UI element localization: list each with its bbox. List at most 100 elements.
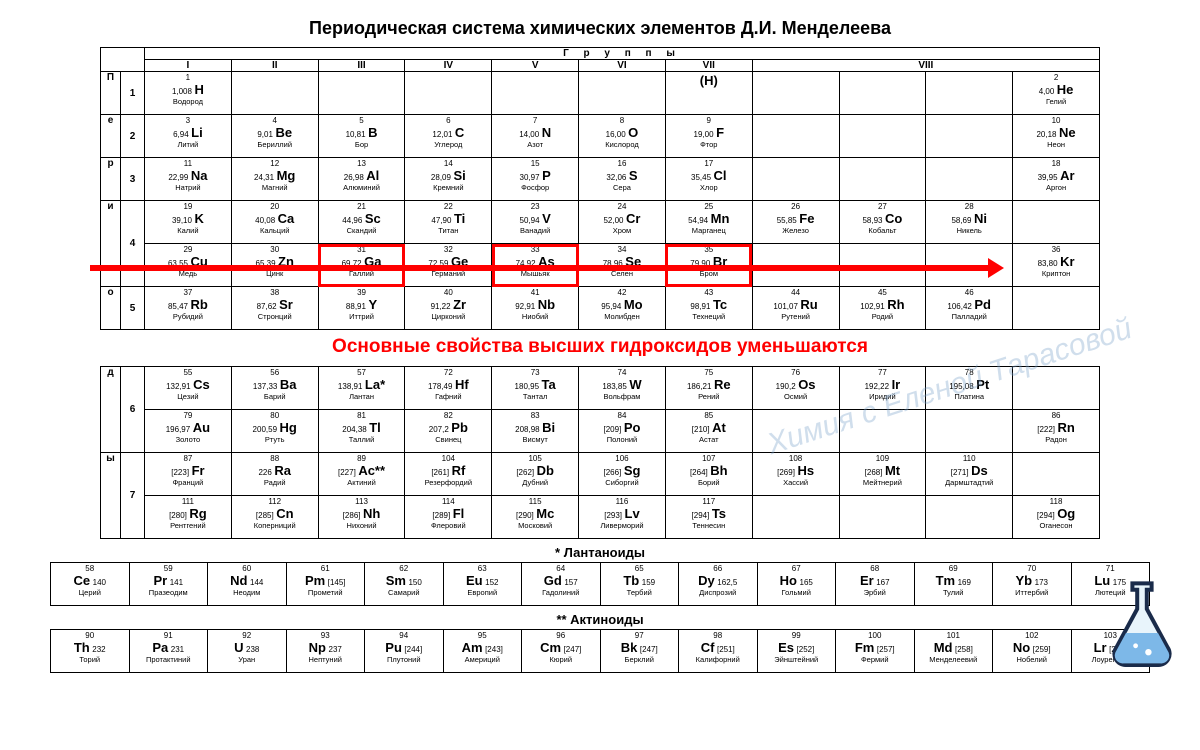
- element-cell: 4295,94 MoМолибден: [579, 287, 666, 330]
- element-cell: 1632,06 SСера: [579, 158, 666, 201]
- element-cell: 1735,45 ClХлор: [665, 158, 752, 201]
- element-cell: 919,00 FФтор: [665, 115, 752, 158]
- element-cell: 1530,97 PФосфор: [492, 158, 579, 201]
- element-cell: 65Tb 159Тербий: [600, 563, 679, 606]
- empty-cell: [839, 496, 926, 539]
- element-cell: 1224,31 MgМагний: [231, 158, 318, 201]
- group-header: VIII: [752, 60, 1099, 72]
- element-cell: 2350,94 VВанадий: [492, 201, 579, 244]
- element-cell: 80200,59 HgРтуть: [231, 410, 318, 453]
- element-cell: 4091,22 ZrЦирконий: [405, 287, 492, 330]
- lanthanoids-title: * Лантаноиды: [20, 545, 1180, 560]
- element-cell: 115[290] McМосковий: [492, 496, 579, 539]
- element-cell: 1326,98 AlАлюминий: [318, 158, 405, 201]
- element-cell: 78195,08 PtПлатина: [926, 367, 1013, 410]
- element-cell: 90Th 232Торий: [51, 630, 130, 673]
- element-cell: 3887,62 SrСтронций: [231, 287, 318, 330]
- element-cell: 87[223] FrФранций: [145, 453, 232, 496]
- element-cell: 110[271] DsДармштадтий: [926, 453, 1013, 496]
- element-cell: 4398,91 TcТехнеций: [665, 287, 752, 330]
- annotation-text: Основные свойства высших гидроксидов уме…: [20, 330, 1180, 366]
- empty-cell: [926, 496, 1013, 539]
- group-header: III: [318, 60, 405, 72]
- empty-cell: [231, 72, 318, 115]
- empty-cell: [752, 72, 839, 115]
- periods-label-char: д: [101, 367, 121, 453]
- lanthanoids-row: 58Ce 140Церий59Pr 141Празеодим60Nd 144Не…: [50, 562, 1150, 606]
- element-cell: 72178,49 HfГафний: [405, 367, 492, 410]
- empty-cell: [926, 410, 1013, 453]
- element-cell: 106[266] SgСиборгий: [579, 453, 666, 496]
- element-cell: 114[289] FlФлеровий: [405, 496, 492, 539]
- actinoids-row: 90Th 232Торий91Pa 231Протактиний92U 238У…: [50, 629, 1150, 673]
- element-cell: 3988,91 YИттрий: [318, 287, 405, 330]
- page-title: Периодическая система химических элемент…: [20, 18, 1180, 39]
- element-cell: 100Fm [257]Фермий: [836, 630, 915, 673]
- element-cell: 95Am [243]Америций: [443, 630, 522, 673]
- period-number: 2: [121, 115, 145, 158]
- element-cell: 3683,80 KrКриптон: [1013, 244, 1100, 287]
- empty-cell: [752, 158, 839, 201]
- element-cell: 75186,21 ReРений: [665, 367, 752, 410]
- element-cell: 66Dy 162,5Диспрозий: [679, 563, 758, 606]
- element-cell: 83208,98 BiВисмут: [492, 410, 579, 453]
- group-header: IV: [405, 60, 492, 72]
- periods-label-char: е: [101, 115, 121, 158]
- periods-label-char: о: [101, 287, 121, 330]
- empty-cell: [1013, 367, 1100, 410]
- element-cell: 510,81 BБор: [318, 115, 405, 158]
- empty-cell: [752, 410, 839, 453]
- element-cell: 612,01 CУглерод: [405, 115, 492, 158]
- period-number: 7: [121, 453, 145, 539]
- element-cell: 2247,90 TiТитан: [405, 201, 492, 244]
- element-cell: 2858,69 NiНикель: [926, 201, 1013, 244]
- element-cell: 101Md [258]Менделеевий: [914, 630, 993, 673]
- periodic-table: Г р у п п ы IIIIIIIVVVIVIIVIII П111,008 …: [100, 47, 1100, 330]
- periodic-table-lower: д655132,91 CsЦезий56137,33 BaБарий57138,…: [100, 366, 1100, 539]
- period-number: 4: [121, 201, 145, 287]
- empty-cell: [1013, 201, 1100, 244]
- element-cell: 105[262] DbДубний: [492, 453, 579, 496]
- element-cell: 94Pu [244]Плутоний: [365, 630, 444, 673]
- group-header: I: [145, 60, 232, 72]
- element-cell: 118[294] OgОганесон: [1013, 496, 1100, 539]
- empty-cell: [839, 410, 926, 453]
- element-cell: 112[285] CnКоперниций: [231, 496, 318, 539]
- element-cell: 92U 238Уран: [208, 630, 287, 673]
- element-cell: 1939,10 KКалий: [145, 201, 232, 244]
- empty-cell: [926, 72, 1013, 115]
- element-cell: 99Es [252]Эйнштейний: [757, 630, 836, 673]
- empty-cell: [839, 115, 926, 158]
- element-cell: 2144,96 ScСкандий: [318, 201, 405, 244]
- element-cell: 1020,18 NeНеон: [1013, 115, 1100, 158]
- element-cell: 77192,22 IrИридий: [839, 367, 926, 410]
- element-cell: 49,01 BeБериллий: [231, 115, 318, 158]
- element-cell: 36,94 LiЛитий: [145, 115, 232, 158]
- periods-label-char: р: [101, 158, 121, 201]
- element-cell: 104[261] RfРезерфордий: [405, 453, 492, 496]
- element-cell: 57138,91 La*Лантан: [318, 367, 405, 410]
- empty-cell: [839, 72, 926, 115]
- element-cell: 91Pa 231Протактиний: [129, 630, 208, 673]
- element-cell: 46106,42 PdПалладий: [926, 287, 1013, 330]
- element-cell: 44101,07 RuРутений: [752, 287, 839, 330]
- element-cell: 117[294] TsТеннесин: [665, 496, 752, 539]
- element-cell: 108[269] HsХассий: [752, 453, 839, 496]
- empty-cell: [1013, 453, 1100, 496]
- element-cell: 107[264] BhБорий: [665, 453, 752, 496]
- periods-label-char: ы: [101, 453, 121, 539]
- element-cell: 3785,47 RbРубидий: [145, 287, 232, 330]
- group-header: V: [492, 60, 579, 72]
- group-header: II: [231, 60, 318, 72]
- element-cell: 68Er 167Эрбий: [836, 563, 915, 606]
- period-number: 6: [121, 367, 145, 453]
- element-cell: 70Yb 173Иттербий: [993, 563, 1072, 606]
- period-number: 3: [121, 158, 145, 201]
- element-cell: 88226 RaРадий: [231, 453, 318, 496]
- element-cell: 69Tm 169Тулий: [914, 563, 993, 606]
- element-cell: 67Ho 165Гольмий: [757, 563, 836, 606]
- periods-label-char: П: [101, 72, 121, 115]
- element-cell: 55132,91 CsЦезий: [145, 367, 232, 410]
- element-cell: (H): [665, 72, 752, 115]
- period-number: 5: [121, 287, 145, 330]
